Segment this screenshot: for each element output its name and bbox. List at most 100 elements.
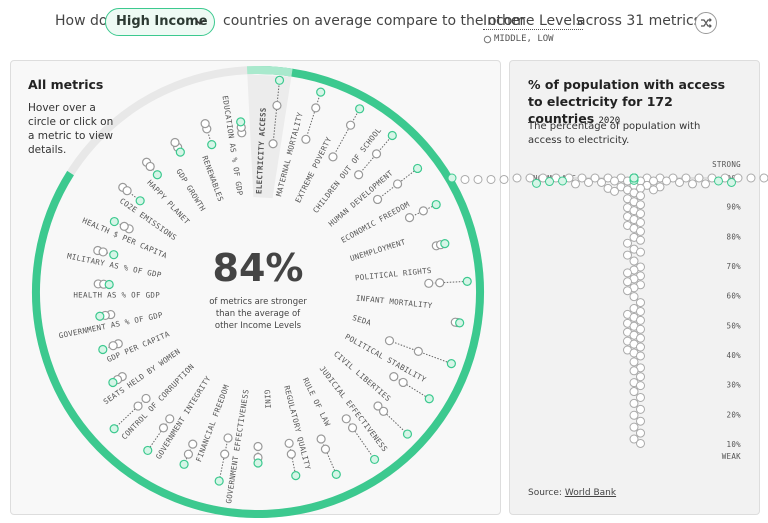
comparison-dot[interactable]: [122, 186, 132, 196]
country-dot[interactable]: [571, 179, 580, 189]
selected-dot[interactable]: [316, 87, 326, 97]
country-dot[interactable]: [629, 387, 639, 397]
comparison-dot[interactable]: [311, 103, 321, 113]
comparison-dot[interactable]: [200, 119, 210, 129]
comparison-dot[interactable]: [133, 401, 143, 411]
country-dot[interactable]: [636, 298, 645, 308]
selected-dot[interactable]: [152, 170, 162, 180]
country-dot[interactable]: [584, 177, 593, 187]
comparison-dot[interactable]: [145, 161, 155, 172]
comparison-dot[interactable]: [286, 449, 296, 459]
country-dot[interactable]: [701, 179, 710, 189]
country-dot[interactable]: [525, 173, 535, 183]
country-dot[interactable]: [629, 422, 639, 432]
selected-dot[interactable]: [431, 199, 441, 210]
country-dot-highlight[interactable]: [558, 176, 567, 186]
country-dot[interactable]: [623, 250, 632, 260]
country-dot-highlight[interactable]: [714, 176, 723, 186]
comparison-dot[interactable]: [183, 449, 194, 459]
comparison-dot[interactable]: [108, 341, 118, 351]
selected-dot[interactable]: [214, 476, 224, 486]
selected-dot[interactable]: [274, 75, 285, 85]
selected-dot[interactable]: [135, 196, 145, 206]
country-dot[interactable]: [577, 173, 587, 183]
country-dot[interactable]: [486, 174, 496, 184]
comparison-dot[interactable]: [119, 221, 129, 231]
comparison-dot[interactable]: [347, 423, 358, 433]
selected-dot[interactable]: [109, 424, 119, 434]
country-dot[interactable]: [623, 238, 632, 248]
country-dot[interactable]: [512, 173, 522, 183]
metric-label[interactable]: UNEMPLOYMENT: [349, 237, 407, 263]
selected-dot[interactable]: [455, 318, 465, 328]
country-dot[interactable]: [733, 173, 743, 183]
comparison-dot[interactable]: [272, 100, 282, 111]
comparison-dot[interactable]: [404, 213, 415, 223]
comparison-dot[interactable]: [328, 152, 338, 162]
selected-dot[interactable]: [331, 469, 341, 480]
country-dot[interactable]: [597, 177, 606, 187]
selected-dot[interactable]: [104, 279, 114, 290]
country-dot[interactable]: [636, 209, 645, 219]
comparison-dot[interactable]: [354, 170, 364, 180]
comparison-dot[interactable]: [371, 149, 382, 159]
group-dropdown[interactable]: High Income: [105, 8, 215, 36]
country-dot[interactable]: [590, 173, 600, 183]
country-dot[interactable]: [759, 173, 768, 183]
country-dot[interactable]: [623, 286, 632, 296]
comparison-dot[interactable]: [389, 372, 399, 382]
country-dot[interactable]: [636, 235, 645, 245]
country-dot[interactable]: [623, 268, 632, 278]
country-dot[interactable]: [629, 410, 639, 420]
country-dot[interactable]: [636, 372, 645, 382]
metric-label[interactable]: EDUCATION AS % OF GDP: [221, 95, 245, 197]
selected-dot[interactable]: [412, 163, 423, 174]
country-dot[interactable]: [629, 366, 639, 376]
metric-label[interactable]: POLITICAL RIGHTS: [355, 266, 433, 283]
selected-dot[interactable]: [369, 454, 380, 465]
country-dot[interactable]: [636, 306, 645, 316]
selected-dot[interactable]: [440, 239, 450, 249]
country-dot-highlight[interactable]: [727, 177, 736, 187]
selected-dot[interactable]: [98, 344, 108, 355]
country-dot[interactable]: [636, 324, 645, 334]
comparison-dot[interactable]: [316, 434, 326, 444]
comparison-dot[interactable]: [384, 336, 395, 346]
selected-dot[interactable]: [402, 429, 413, 439]
comparison-dot[interactable]: [341, 414, 351, 424]
country-dot[interactable]: [629, 256, 639, 266]
country-dot-highlight[interactable]: [629, 173, 639, 183]
selected-dot[interactable]: [109, 216, 119, 227]
country-dot[interactable]: [629, 357, 639, 367]
source-link[interactable]: World Bank: [564, 488, 617, 498]
comparison-dot[interactable]: [220, 449, 230, 459]
country-dot[interactable]: [623, 277, 632, 287]
country-dot[interactable]: [636, 428, 645, 438]
metric-label[interactable]: REGULATORY QUALITY: [282, 385, 312, 471]
comparison-dot[interactable]: [301, 134, 311, 144]
country-dot[interactable]: [629, 398, 639, 408]
country-dot[interactable]: [636, 217, 645, 227]
country-dot[interactable]: [610, 186, 619, 196]
comparison-dot[interactable]: [284, 438, 294, 448]
country-dot[interactable]: [636, 200, 645, 210]
comparison-dot[interactable]: [435, 278, 445, 288]
country-dot[interactable]: [681, 173, 691, 183]
country-dot-highlight[interactable]: [545, 177, 554, 187]
country-dot[interactable]: [629, 292, 639, 302]
selected-dot[interactable]: [355, 104, 365, 114]
comparison-select[interactable]: Income Levels: [483, 13, 584, 30]
country-dot[interactable]: [629, 434, 639, 444]
country-dot[interactable]: [746, 173, 756, 183]
country-dot[interactable]: [636, 438, 645, 448]
selected-dot[interactable]: [462, 276, 472, 286]
comparison-dot[interactable]: [253, 441, 263, 452]
selected-dot[interactable]: [143, 445, 153, 456]
comparison-dot[interactable]: [418, 206, 428, 216]
country-dot[interactable]: [636, 404, 645, 414]
selected-dot[interactable]: [446, 358, 456, 369]
country-dot[interactable]: [636, 247, 645, 257]
selected-dot[interactable]: [175, 147, 185, 157]
metric-label[interactable]: CHILDREN OUT OF SCHOOL: [311, 125, 383, 214]
country-dot-highlight[interactable]: [532, 178, 541, 188]
